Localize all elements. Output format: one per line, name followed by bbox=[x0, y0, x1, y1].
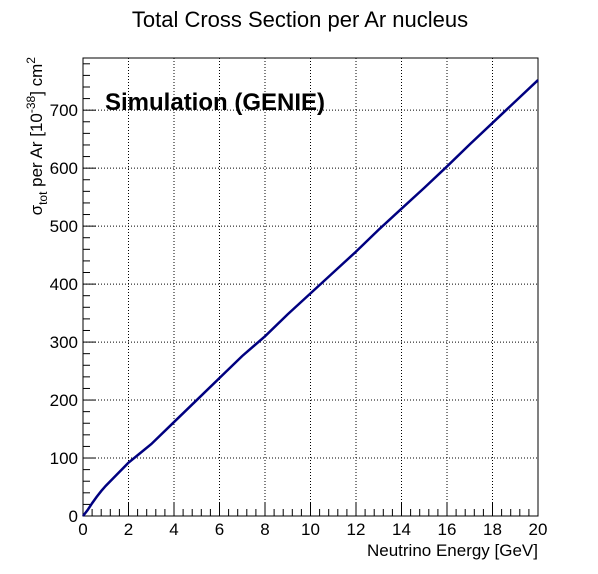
grid-lines bbox=[82, 58, 539, 517]
chart-title: Total Cross Section per Ar nucleus bbox=[132, 7, 468, 32]
x-tick-label: 14 bbox=[392, 520, 411, 539]
x-tick-label: 0 bbox=[78, 520, 87, 539]
y-tick-label: 500 bbox=[50, 217, 78, 236]
x-tick-label: 12 bbox=[347, 520, 366, 539]
y-axis-label-mid: per Ar [10 bbox=[27, 113, 46, 191]
y-tick-label: 400 bbox=[50, 275, 78, 294]
x-tick-label: 16 bbox=[438, 520, 457, 539]
plot-frame bbox=[82, 57, 539, 517]
x-tick-label: 4 bbox=[169, 520, 178, 539]
y-tick-label: 600 bbox=[50, 159, 78, 178]
x-tick-labels: 0 2 4 6 8 10 12 14 16 18 20 bbox=[78, 520, 547, 539]
y-tick-label: 200 bbox=[50, 391, 78, 410]
y-axis-label-sub: tot bbox=[36, 191, 50, 205]
axis-ticks bbox=[82, 63, 539, 517]
y-tick-label: 100 bbox=[50, 449, 78, 468]
y-tick-label: 300 bbox=[50, 333, 78, 352]
y-axis-label-sup2: 2 bbox=[24, 57, 38, 64]
y-tick-label: 700 bbox=[50, 101, 78, 120]
y-tick-labels: 0 100 200 300 400 500 600 700 bbox=[50, 101, 78, 526]
y-tick-label: 0 bbox=[69, 507, 78, 526]
y-axis-label-post: ] cm bbox=[27, 64, 46, 96]
x-tick-label: 20 bbox=[529, 520, 548, 539]
x-axis-label: Neutrino Energy [GeV] bbox=[367, 541, 538, 560]
cross-section-line bbox=[82, 79, 539, 517]
y-axis-label-sigma: σ bbox=[27, 204, 46, 215]
x-tick-label: 6 bbox=[215, 520, 224, 539]
x-tick-label: 18 bbox=[483, 520, 502, 539]
x-tick-label: 2 bbox=[124, 520, 133, 539]
x-tick-label: 8 bbox=[260, 520, 269, 539]
y-axis-label-sup1: -38 bbox=[24, 95, 38, 113]
simulation-annotation: Simulation (GENIE) bbox=[105, 89, 325, 116]
x-tick-label: 10 bbox=[301, 520, 320, 539]
y-axis-label: σtot per Ar [10-38] cm2 bbox=[24, 57, 50, 216]
